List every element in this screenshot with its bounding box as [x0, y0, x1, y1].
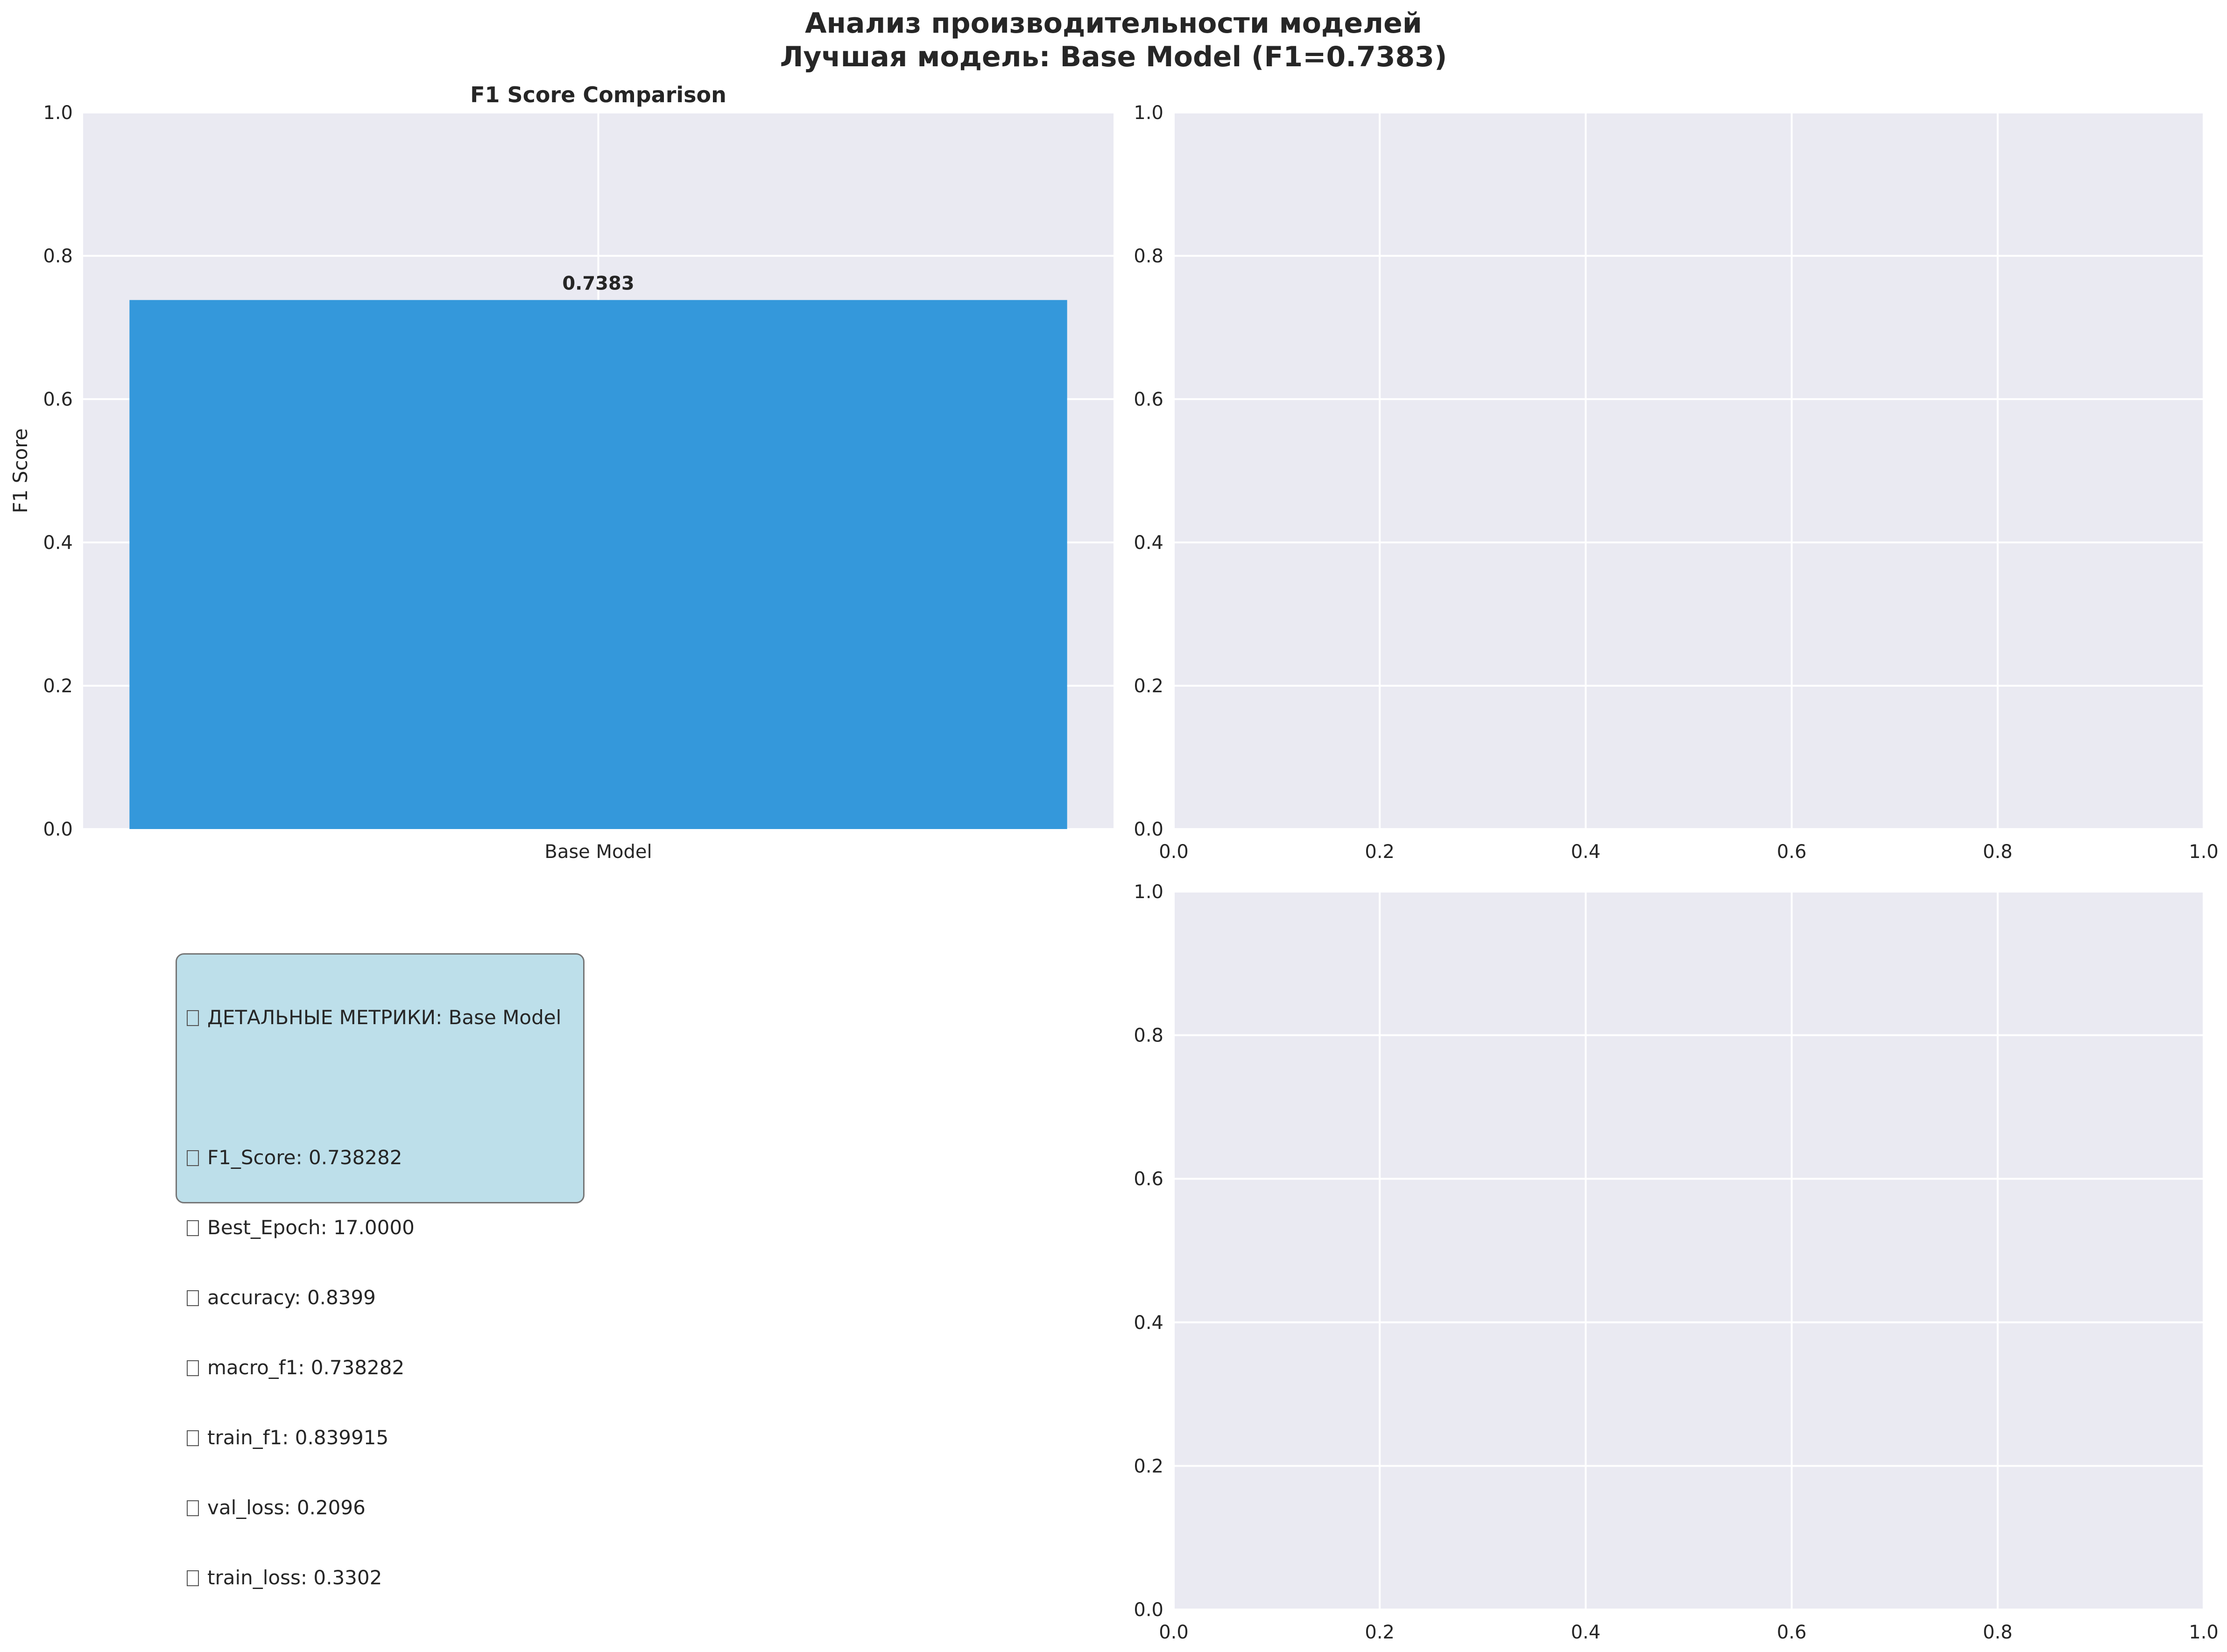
y-tick-label: 0.0: [1134, 1599, 1163, 1621]
metric-line: macro_f1: 0.738282: [187, 1356, 561, 1379]
x-tick-label: Base Model: [544, 841, 652, 863]
y-tick-label: 0.6: [1134, 389, 1163, 410]
metric-line: Best_Epoch: 17.0000: [187, 1216, 561, 1239]
missing-glyph-icon: [187, 1500, 199, 1516]
missing-glyph-icon: [187, 1010, 199, 1026]
metric-text: val_loss: 0.2096: [207, 1496, 366, 1519]
y-tick-label: 0.6: [43, 389, 73, 410]
missing-glyph-icon: [187, 1360, 199, 1376]
chart-title: F1 Score Comparison: [470, 82, 726, 107]
metric-line: train_f1: 0.839915: [187, 1426, 561, 1449]
y-tick-label: 0.6: [1134, 1168, 1163, 1190]
figure-title-line1: Анализ производительности моделей: [805, 7, 1422, 40]
y-tick-label: 0.8: [43, 246, 73, 267]
metric-line: train_loss: 0.3302: [187, 1566, 561, 1589]
y-tick-label: 0.2: [43, 675, 73, 697]
y-tick-label: 0.8: [1134, 246, 1163, 267]
figure-title-line2: Лучшая модель: Base Model (F1=0.7383): [780, 41, 1447, 73]
y-tick-label: 0.2: [1134, 675, 1163, 697]
metric-line: F1_Score: 0.738282: [187, 1146, 561, 1169]
x-tick-label: 0.6: [1777, 1622, 1807, 1643]
x-tick-label: 0.8: [1983, 1622, 2013, 1643]
x-tick-label: 0.8: [1983, 841, 2013, 863]
x-tick-label: 1.0: [2189, 1622, 2219, 1643]
x-tick-label: 0.2: [1365, 841, 1395, 863]
metric-text: train_loss: 0.3302: [207, 1566, 382, 1589]
y-tick-label: 0.0: [1134, 819, 1163, 840]
y-tick-label: 0.2: [1134, 1455, 1163, 1477]
missing-glyph-icon: [187, 1430, 199, 1446]
missing-glyph-icon: [187, 1150, 199, 1166]
bar-value-label: 0.7383: [562, 273, 634, 295]
metric-text: train_f1: 0.839915: [207, 1426, 389, 1449]
metrics-text: ДЕТАЛЬНЫЕ МЕТРИКИ: Base Model F1_Score: …: [187, 959, 561, 1613]
y-tick-label: 0.4: [1134, 532, 1163, 554]
missing-glyph-icon: [187, 1570, 199, 1586]
y-tick-label: 0.4: [43, 532, 73, 554]
y-tick-label: 1.0: [1134, 102, 1163, 124]
bar: [129, 300, 1067, 829]
metric-text: accuracy: 0.8399: [207, 1286, 376, 1309]
missing-glyph-icon: [187, 1290, 199, 1306]
metrics-header: ДЕТАЛЬНЫЕ МЕТРИКИ: Base Model: [207, 1006, 562, 1029]
x-tick-label: 0.4: [1571, 841, 1601, 863]
x-tick-label: 1.0: [2189, 841, 2219, 863]
axes-background: [1174, 112, 2204, 829]
y-tick-label: 1.0: [1134, 881, 1163, 903]
metric-text: F1_Score: 0.738282: [207, 1146, 402, 1169]
x-tick-label: 0.0: [1159, 1622, 1189, 1643]
metric-line: val_loss: 0.2096: [187, 1496, 561, 1519]
x-tick-label: 0.4: [1571, 1622, 1601, 1643]
x-tick-label: 0.0: [1159, 841, 1189, 863]
y-tick-label: 1.0: [43, 102, 73, 124]
metrics-header-line: ДЕТАЛЬНЫЕ МЕТРИКИ: Base Model: [187, 1006, 561, 1029]
metrics-spacer: [187, 1076, 561, 1099]
metric-text: macro_f1: 0.738282: [207, 1356, 405, 1379]
y-tick-label: 0.4: [1134, 1312, 1163, 1334]
x-tick-label: 0.2: [1365, 1622, 1395, 1643]
metric-text: Best_Epoch: 17.0000: [207, 1216, 415, 1239]
missing-glyph-icon: [187, 1220, 199, 1236]
y-tick-label: 0.8: [1134, 1025, 1163, 1047]
metric-line: accuracy: 0.8399: [187, 1286, 561, 1309]
metrics-box: [176, 953, 585, 1203]
y-tick-label: 0.0: [43, 819, 73, 840]
y-axis-label: F1 Score: [9, 429, 32, 513]
x-tick-label: 0.6: [1777, 841, 1807, 863]
axes-background: [1174, 892, 2204, 1610]
